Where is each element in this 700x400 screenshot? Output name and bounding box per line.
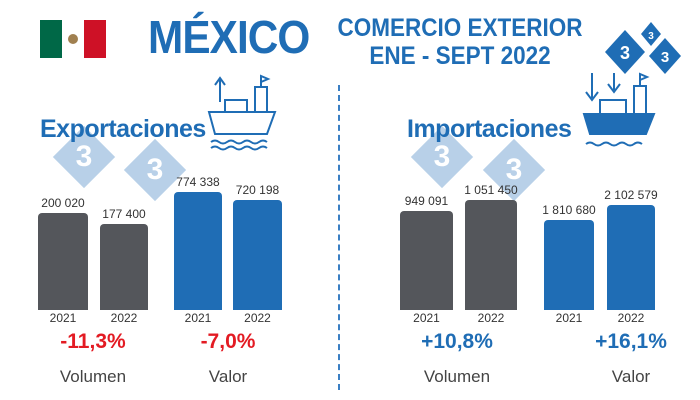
value-label: 774 338 (176, 175, 220, 189)
ship-export-icon (207, 74, 277, 151)
year-label: 2022 (110, 311, 138, 325)
bar-2021 (400, 210, 453, 310)
imports-heading: Importaciones (407, 115, 572, 143)
change-percent: -7,0% (200, 330, 256, 353)
change-percent: +16,1% (595, 330, 667, 353)
year-label: 2021 (49, 311, 77, 325)
value-label: 949 091 (404, 193, 449, 208)
year-label: 2021 (413, 311, 440, 325)
bar-2022 (233, 200, 282, 310)
section-divider (338, 85, 340, 390)
value-label: 2 102 579 (604, 188, 658, 202)
bar-2022 (100, 223, 148, 310)
metric-label: Volumen (423, 367, 491, 386)
ship-import-icon (582, 72, 656, 147)
bar-2021 (544, 219, 594, 310)
metric-label: Valor (208, 367, 248, 386)
svg-text:3: 3 (648, 31, 654, 42)
change-percent: -11,3% (60, 330, 126, 353)
year-label: 2022 (244, 311, 271, 325)
metric-label: Volumen (59, 367, 127, 386)
year-label: 2021 (184, 311, 212, 325)
subtitle-line1: COMERCIO EXTERIOR (337, 14, 583, 42)
value-label: 1 810 680 (542, 202, 596, 217)
value-label: 720 198 (235, 183, 280, 198)
change-percent: +10,8% (421, 330, 493, 353)
bar-2022 (607, 205, 655, 310)
mexico-flag-icon (40, 20, 106, 58)
svg-text:3: 3 (620, 43, 630, 63)
value-label: 200 020 (41, 196, 85, 210)
bar-2021 (38, 213, 88, 310)
bar-2022 (465, 200, 517, 310)
svg-text:3: 3 (661, 49, 669, 66)
value-label: 1 051 450 (464, 183, 518, 197)
metric-label: Valor (611, 367, 651, 386)
bar-2021 (174, 192, 222, 310)
year-label: 2021 (555, 311, 583, 325)
year-label: 2022 (617, 311, 645, 325)
exports-heading: Exportaciones (40, 115, 206, 143)
year-label: 2022 (477, 311, 505, 325)
value-label: 177 400 (102, 206, 146, 221)
subtitle-line2: ENE - SEPT 2022 (369, 42, 551, 70)
logo-333-icon: 3 3 3 (605, 22, 681, 74)
page-title: MÉXICO (148, 11, 310, 63)
